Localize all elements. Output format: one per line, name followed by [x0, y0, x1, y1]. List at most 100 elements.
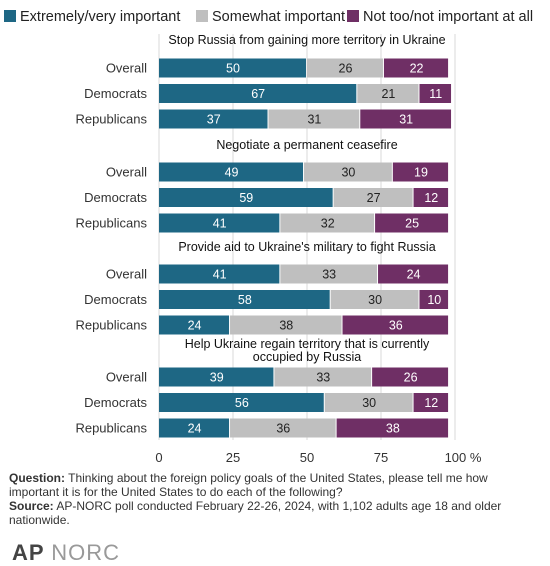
bar-segment [413, 393, 449, 412]
bar-segment [159, 393, 324, 412]
chart-legend: Extremely/very important Somewhat import… [0, 0, 550, 32]
x-tick-label: 50 [300, 450, 314, 465]
question-note: Question: Thinking about the foreign pol… [9, 471, 488, 499]
data-label: 32 [321, 217, 335, 231]
bar-segment [330, 290, 419, 309]
legend-item-not-important: Not too/not important at all [347, 9, 533, 25]
data-label: 33 [322, 268, 336, 282]
data-label: 67 [251, 87, 265, 101]
bar-segment [159, 213, 280, 233]
bar-segment [159, 58, 306, 78]
legend-swatch [4, 10, 16, 22]
bar-segment [419, 84, 452, 103]
bar-segment [375, 213, 449, 233]
category-label: Democrats [84, 86, 147, 101]
data-label: 30 [362, 396, 376, 410]
bar-segment [159, 367, 274, 387]
category-label: Democrats [84, 395, 147, 410]
category-label: Overall [106, 370, 147, 385]
bar-segment [413, 188, 449, 207]
data-label: 59 [239, 191, 253, 205]
bar-segment [378, 264, 449, 284]
group-title: Help Ukraine regain territory that is cu… [185, 337, 430, 351]
data-label: 27 [367, 191, 381, 205]
bar-segment [419, 290, 449, 309]
bar-segment [357, 84, 419, 103]
data-label: 33 [316, 371, 330, 385]
data-label: 24 [188, 422, 202, 436]
data-label: 30 [368, 293, 382, 307]
bar-segment [307, 58, 383, 78]
x-tick-label: 75 [374, 450, 388, 465]
data-label: 37 [207, 113, 221, 127]
data-label: 38 [279, 319, 293, 333]
category-label: Republicans [75, 318, 147, 333]
source-note: Source: AP-NORC poll conducted February … [9, 499, 502, 527]
x-tick-label: 0 [155, 450, 162, 465]
data-label: 12 [424, 396, 438, 410]
data-label: 39 [210, 371, 224, 385]
data-label: 26 [339, 62, 353, 76]
bar-segment [392, 162, 449, 182]
category-label: Republicans [75, 112, 147, 127]
data-label: 50 [226, 62, 240, 76]
bar-segment [280, 213, 375, 233]
data-label: 21 [381, 87, 395, 101]
bar-segment [360, 109, 452, 129]
data-label: 31 [307, 113, 321, 127]
data-label: 56 [235, 396, 249, 410]
category-label: Democrats [84, 190, 147, 205]
bar-segment [342, 315, 449, 335]
category-label: Republicans [75, 216, 147, 231]
category-label: Overall [106, 165, 147, 180]
data-label: 36 [389, 319, 403, 333]
bar-segment [159, 418, 230, 438]
bar-segment [280, 264, 378, 284]
legend-item-extremely-very-important: Extremely/very important [4, 9, 180, 25]
bar-segment [383, 58, 449, 78]
group-title: Negotiate a permanent ceasefire [216, 138, 397, 152]
data-label: 30 [341, 166, 355, 180]
bar-segment [304, 162, 392, 182]
category-label: Republicans [75, 421, 147, 436]
bar-segment [230, 315, 342, 335]
stacked-bar-chart: 0 25 50 75 100 % Stop Russia from gaining mor… [75, 33, 482, 465]
bar-segment [159, 84, 357, 103]
category-label: Overall [106, 61, 147, 76]
data-label: 36 [276, 422, 290, 436]
data-label: 49 [225, 166, 239, 180]
group-title: occupied by Russia [253, 350, 361, 364]
data-label: 38 [386, 422, 400, 436]
data-label: 24 [407, 268, 421, 282]
legend-item-somewhat-important: Somewhat important [196, 9, 345, 25]
bar-segment [159, 264, 280, 284]
bar-segment [336, 418, 449, 438]
legend-swatch [347, 10, 359, 22]
bar-segment [324, 393, 413, 412]
bar-segment [159, 315, 230, 335]
bar-segment [230, 418, 336, 438]
data-label: 31 [399, 113, 413, 127]
category-label: Overall [106, 267, 147, 282]
bar-segment [372, 367, 449, 387]
bar-segment [159, 162, 304, 182]
group-title: Stop Russia from gaining more territory … [168, 33, 445, 47]
bar-segment [268, 109, 360, 129]
legend-swatch [196, 10, 208, 22]
chart-notes: Question: Thinking about the foreign pol… [9, 471, 539, 527]
category-label: Democrats [84, 292, 147, 307]
data-label: 19 [414, 166, 428, 180]
data-label: 25 [405, 217, 419, 231]
data-label: 12 [424, 191, 438, 205]
x-tick-label: 100 % [445, 450, 482, 465]
data-label: 24 [188, 319, 202, 333]
bar-segment [274, 367, 372, 387]
data-label: 11 [429, 87, 442, 101]
data-label: 22 [410, 62, 424, 76]
data-label: 41 [213, 217, 227, 231]
bar-segment [159, 188, 333, 207]
group-title: Provide aid to Ukraine's military to fig… [178, 240, 435, 254]
bar-segment [333, 188, 413, 207]
x-tick-label: 25 [226, 450, 240, 465]
data-label: 10 [427, 293, 441, 307]
